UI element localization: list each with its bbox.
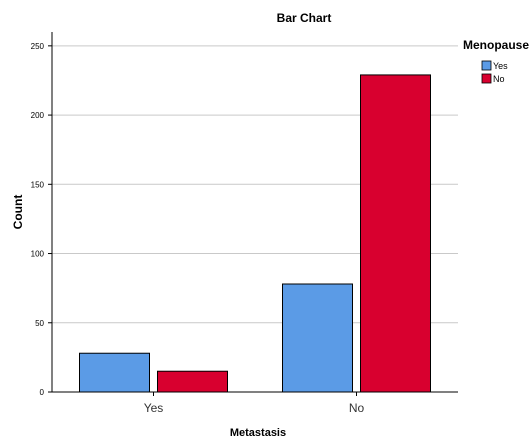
bar-yes-no xyxy=(157,370,228,393)
y-tick-label-4: 200 xyxy=(31,111,45,120)
y-tick-label-1: 50 xyxy=(35,319,44,328)
axes xyxy=(51,32,458,393)
y-tick-label-2: 100 xyxy=(31,250,45,259)
y-tick-label-5: 250 xyxy=(31,42,45,51)
legend-swatch-yes xyxy=(481,60,492,71)
legend-swatch-no xyxy=(481,73,492,84)
y-axis-label: Count xyxy=(11,195,25,230)
legend: Menopause Yes No xyxy=(463,38,529,84)
legend-label-no: No xyxy=(493,74,505,84)
y-tick-label-3: 150 xyxy=(31,180,45,189)
legend-title: Menopause xyxy=(463,38,529,52)
legend-label-yes: Yes xyxy=(493,61,508,71)
chart-title: Bar Chart xyxy=(277,11,332,25)
tick-labels: 0 50 100 150 200 250 Yes No xyxy=(31,42,365,415)
x-axis-label: Metastasis xyxy=(230,427,286,439)
bar-yes-yes xyxy=(79,352,150,393)
x-tick-label-no: No xyxy=(349,401,365,415)
bar-no-yes xyxy=(282,283,353,393)
y-tick-label-0: 0 xyxy=(40,388,45,397)
bars xyxy=(79,74,431,393)
x-tick-label-yes: Yes xyxy=(144,401,164,415)
legend-items: Yes No xyxy=(481,60,508,84)
bar-no-no xyxy=(360,74,431,393)
